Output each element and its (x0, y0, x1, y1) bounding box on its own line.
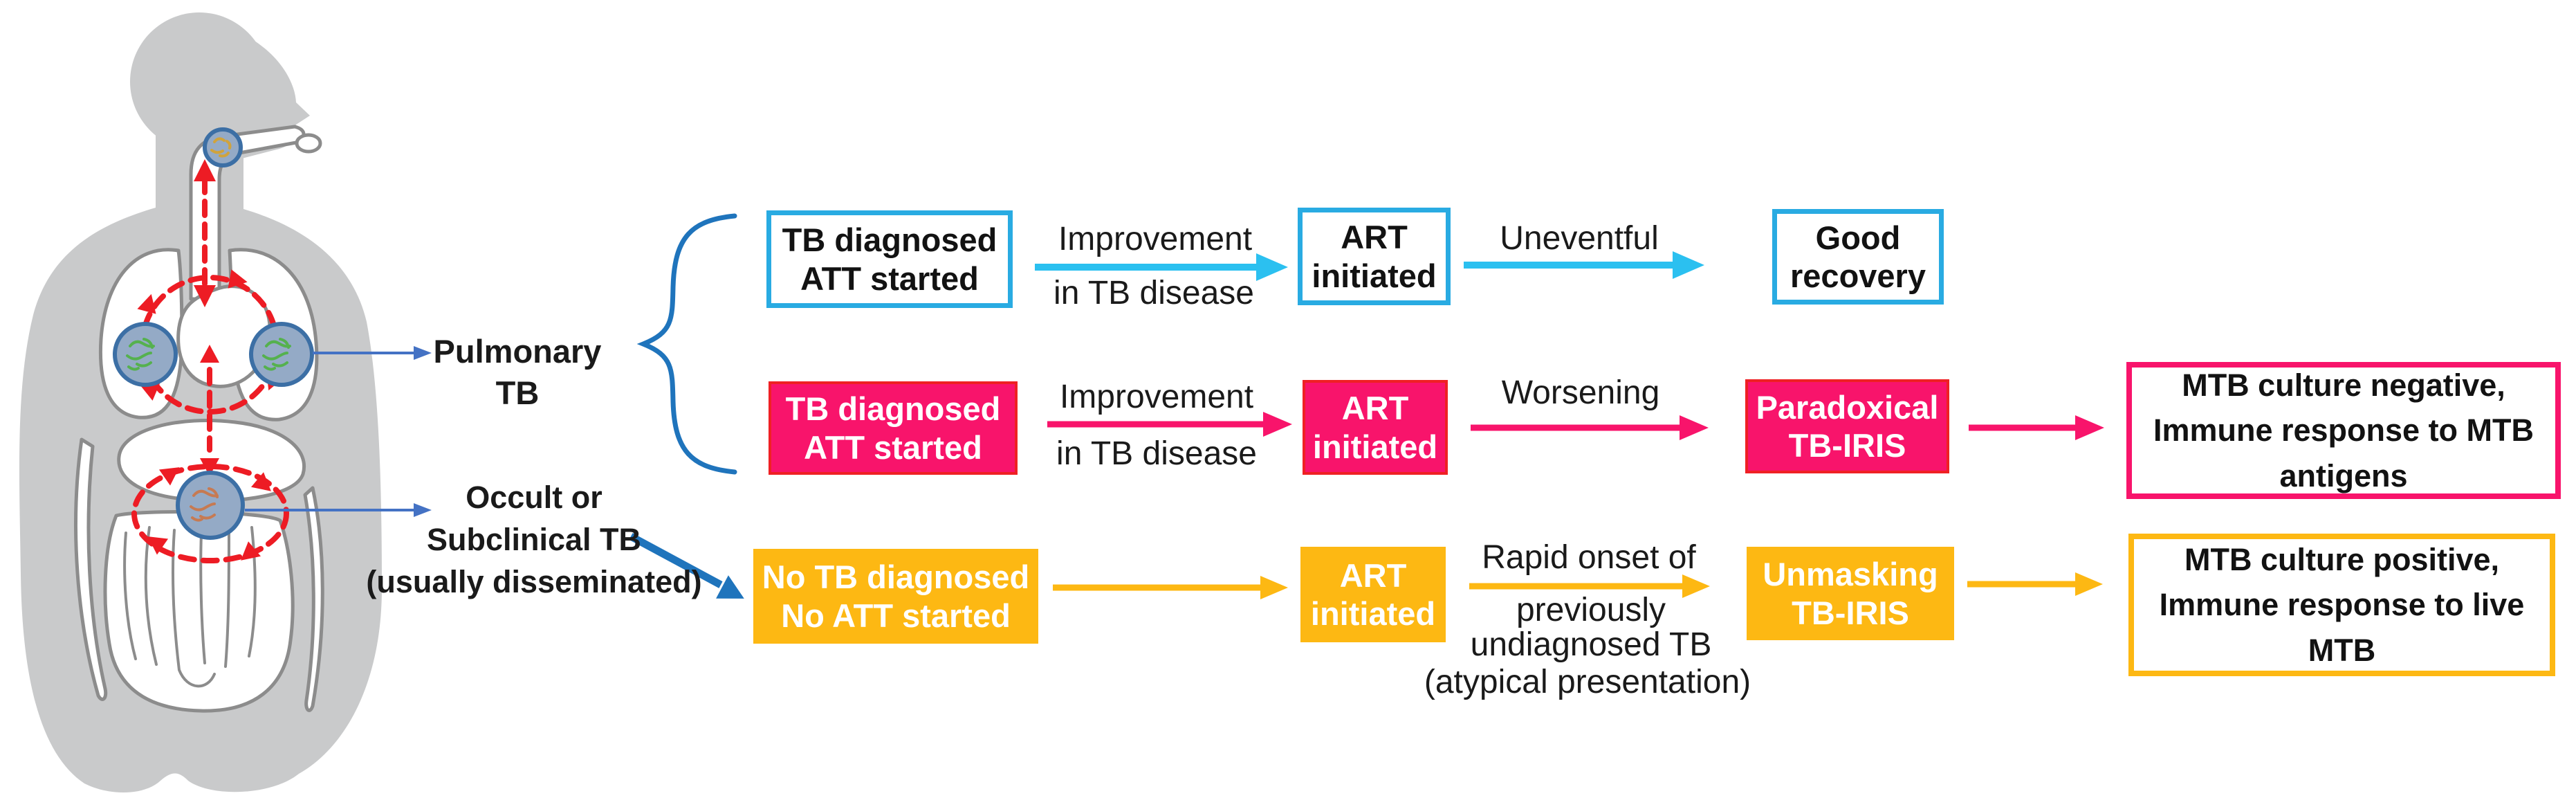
no-tb-diagnosed-box: No TB diagnosed No ATT started (753, 549, 1038, 644)
box-line: TB diagnosed (782, 221, 997, 259)
lips (295, 133, 322, 154)
outcome-line: Immune response to live (2159, 587, 2525, 623)
paradoxical-tb-iris-box: Paradoxical TB-IRIS (1745, 379, 1949, 473)
box-line: ART (1339, 556, 1407, 594)
outcome-line: MTB culture positive, (2184, 542, 2500, 578)
in-tb-disease-label-pathway1: in TB disease (1054, 275, 1254, 311)
face-profile-silhouette (202, 22, 310, 161)
undiagnosed-tb-label: undiagnosed TB (1470, 626, 1712, 663)
art-initiated-box-pathway1: ART initiated (1298, 208, 1451, 305)
improvement-label-pathway2: Improvement (1059, 379, 1254, 415)
pulmonary-brace (636, 213, 737, 475)
human-body-illustration (19, 12, 432, 793)
improvement-label-pathway1: Improvement (1058, 221, 1253, 257)
pathway1-arrow-improvement (1035, 253, 1288, 281)
box-line: initiated (1310, 595, 1436, 632)
outcome-line: antigens (2279, 457, 2408, 493)
box-line: ATT started (800, 260, 979, 297)
rib-right (303, 486, 324, 712)
intestine-coils (123, 526, 257, 688)
pathway3-arrow-art (1053, 576, 1288, 599)
box-line: TB-IRIS (1792, 594, 1909, 631)
worsening-label: Worsening (1501, 374, 1660, 411)
outcome-line: MTB (2308, 632, 2376, 668)
art-initiated-box-pathway2: ART initiated (1303, 380, 1448, 475)
box-line: No TB diagnosed (762, 559, 1030, 596)
pulmonary-pointer-arrow (313, 346, 432, 360)
pulmonary-tb-line1: Pulmonary (433, 333, 602, 370)
previously-label: previously (1516, 592, 1666, 628)
box-line: ART (1341, 390, 1409, 427)
abdominal-colony-icon (176, 471, 245, 540)
mtb-culture-positive-outcome-box: MTB culture positive, Immune response to… (2128, 534, 2555, 676)
box-line: initiated (1312, 428, 1438, 465)
occult-line1: Occult or (466, 480, 602, 515)
abdominal-pointer-arrow (245, 503, 432, 517)
throat-colony-icon (203, 127, 243, 167)
pulmonary-tb-label: Pulmonary TB (434, 331, 602, 414)
pathway2-arrow-to-outcome (1969, 415, 2104, 440)
pathway3-arrow-rapid-onset (1469, 574, 1710, 598)
box-line: TB diagnosed (785, 390, 1001, 428)
pathway3-arrow-to-outcome (1967, 572, 2103, 596)
mtb-culture-negative-outcome-box: MTB culture negative, Immune response to… (2126, 362, 2561, 499)
box-line: Unmasking (1763, 556, 1938, 593)
good-recovery-box: Good recovery (1772, 209, 1944, 305)
pathway1-arrow-uneventful (1464, 251, 1704, 279)
outcome-line: Immune response to MTB (2153, 412, 2534, 448)
outcome-line: MTB culture negative, (2182, 368, 2505, 403)
rib-left (74, 437, 108, 701)
art-initiated-box-pathway3: ART initiated (1300, 547, 1446, 642)
uneventful-label: Uneventful (1500, 220, 1659, 257)
left-lung-colony-icon (113, 322, 178, 387)
occult-line3: (usually disseminated) (366, 564, 702, 599)
box-line: Good (1815, 219, 1901, 256)
occult-to-flow-arrow (629, 533, 744, 599)
atypical-presentation-label: (atypical presentation) (1424, 664, 1751, 700)
unmasking-tb-iris-box: Unmasking TB-IRIS (1747, 547, 1954, 640)
occult-line2: Subclinical TB (426, 522, 642, 557)
box-line: No ATT started (781, 597, 1011, 634)
pathway2-arrow-improvement (1047, 412, 1292, 437)
pathway2-arrow-worsening (1471, 415, 1709, 440)
box-line: Paradoxical (1756, 388, 1939, 426)
intestines (103, 510, 295, 713)
pulmonary-tb-line2: TB (495, 374, 540, 411)
box-line: initiated (1312, 257, 1437, 294)
occult-subclinical-tb-label: Occult or Subclinical TB (usually dissem… (366, 476, 701, 603)
tb-diagnosed-box-pathway2: TB diagnosed ATT started (769, 381, 1018, 475)
rapid-onset-label: Rapid onset of (1482, 539, 1696, 576)
in-tb-disease-label-pathway2: in TB disease (1056, 435, 1257, 472)
box-line: ART (1341, 219, 1408, 256)
box-line: TB-IRIS (1788, 427, 1906, 464)
box-line: recovery (1790, 257, 1926, 294)
right-lung-colony-icon (249, 322, 314, 387)
tb-diagnosed-box-pathway1: TB diagnosed ATT started (766, 210, 1013, 308)
dissemination-arrows (131, 159, 289, 563)
box-line: ATT started (804, 428, 982, 466)
